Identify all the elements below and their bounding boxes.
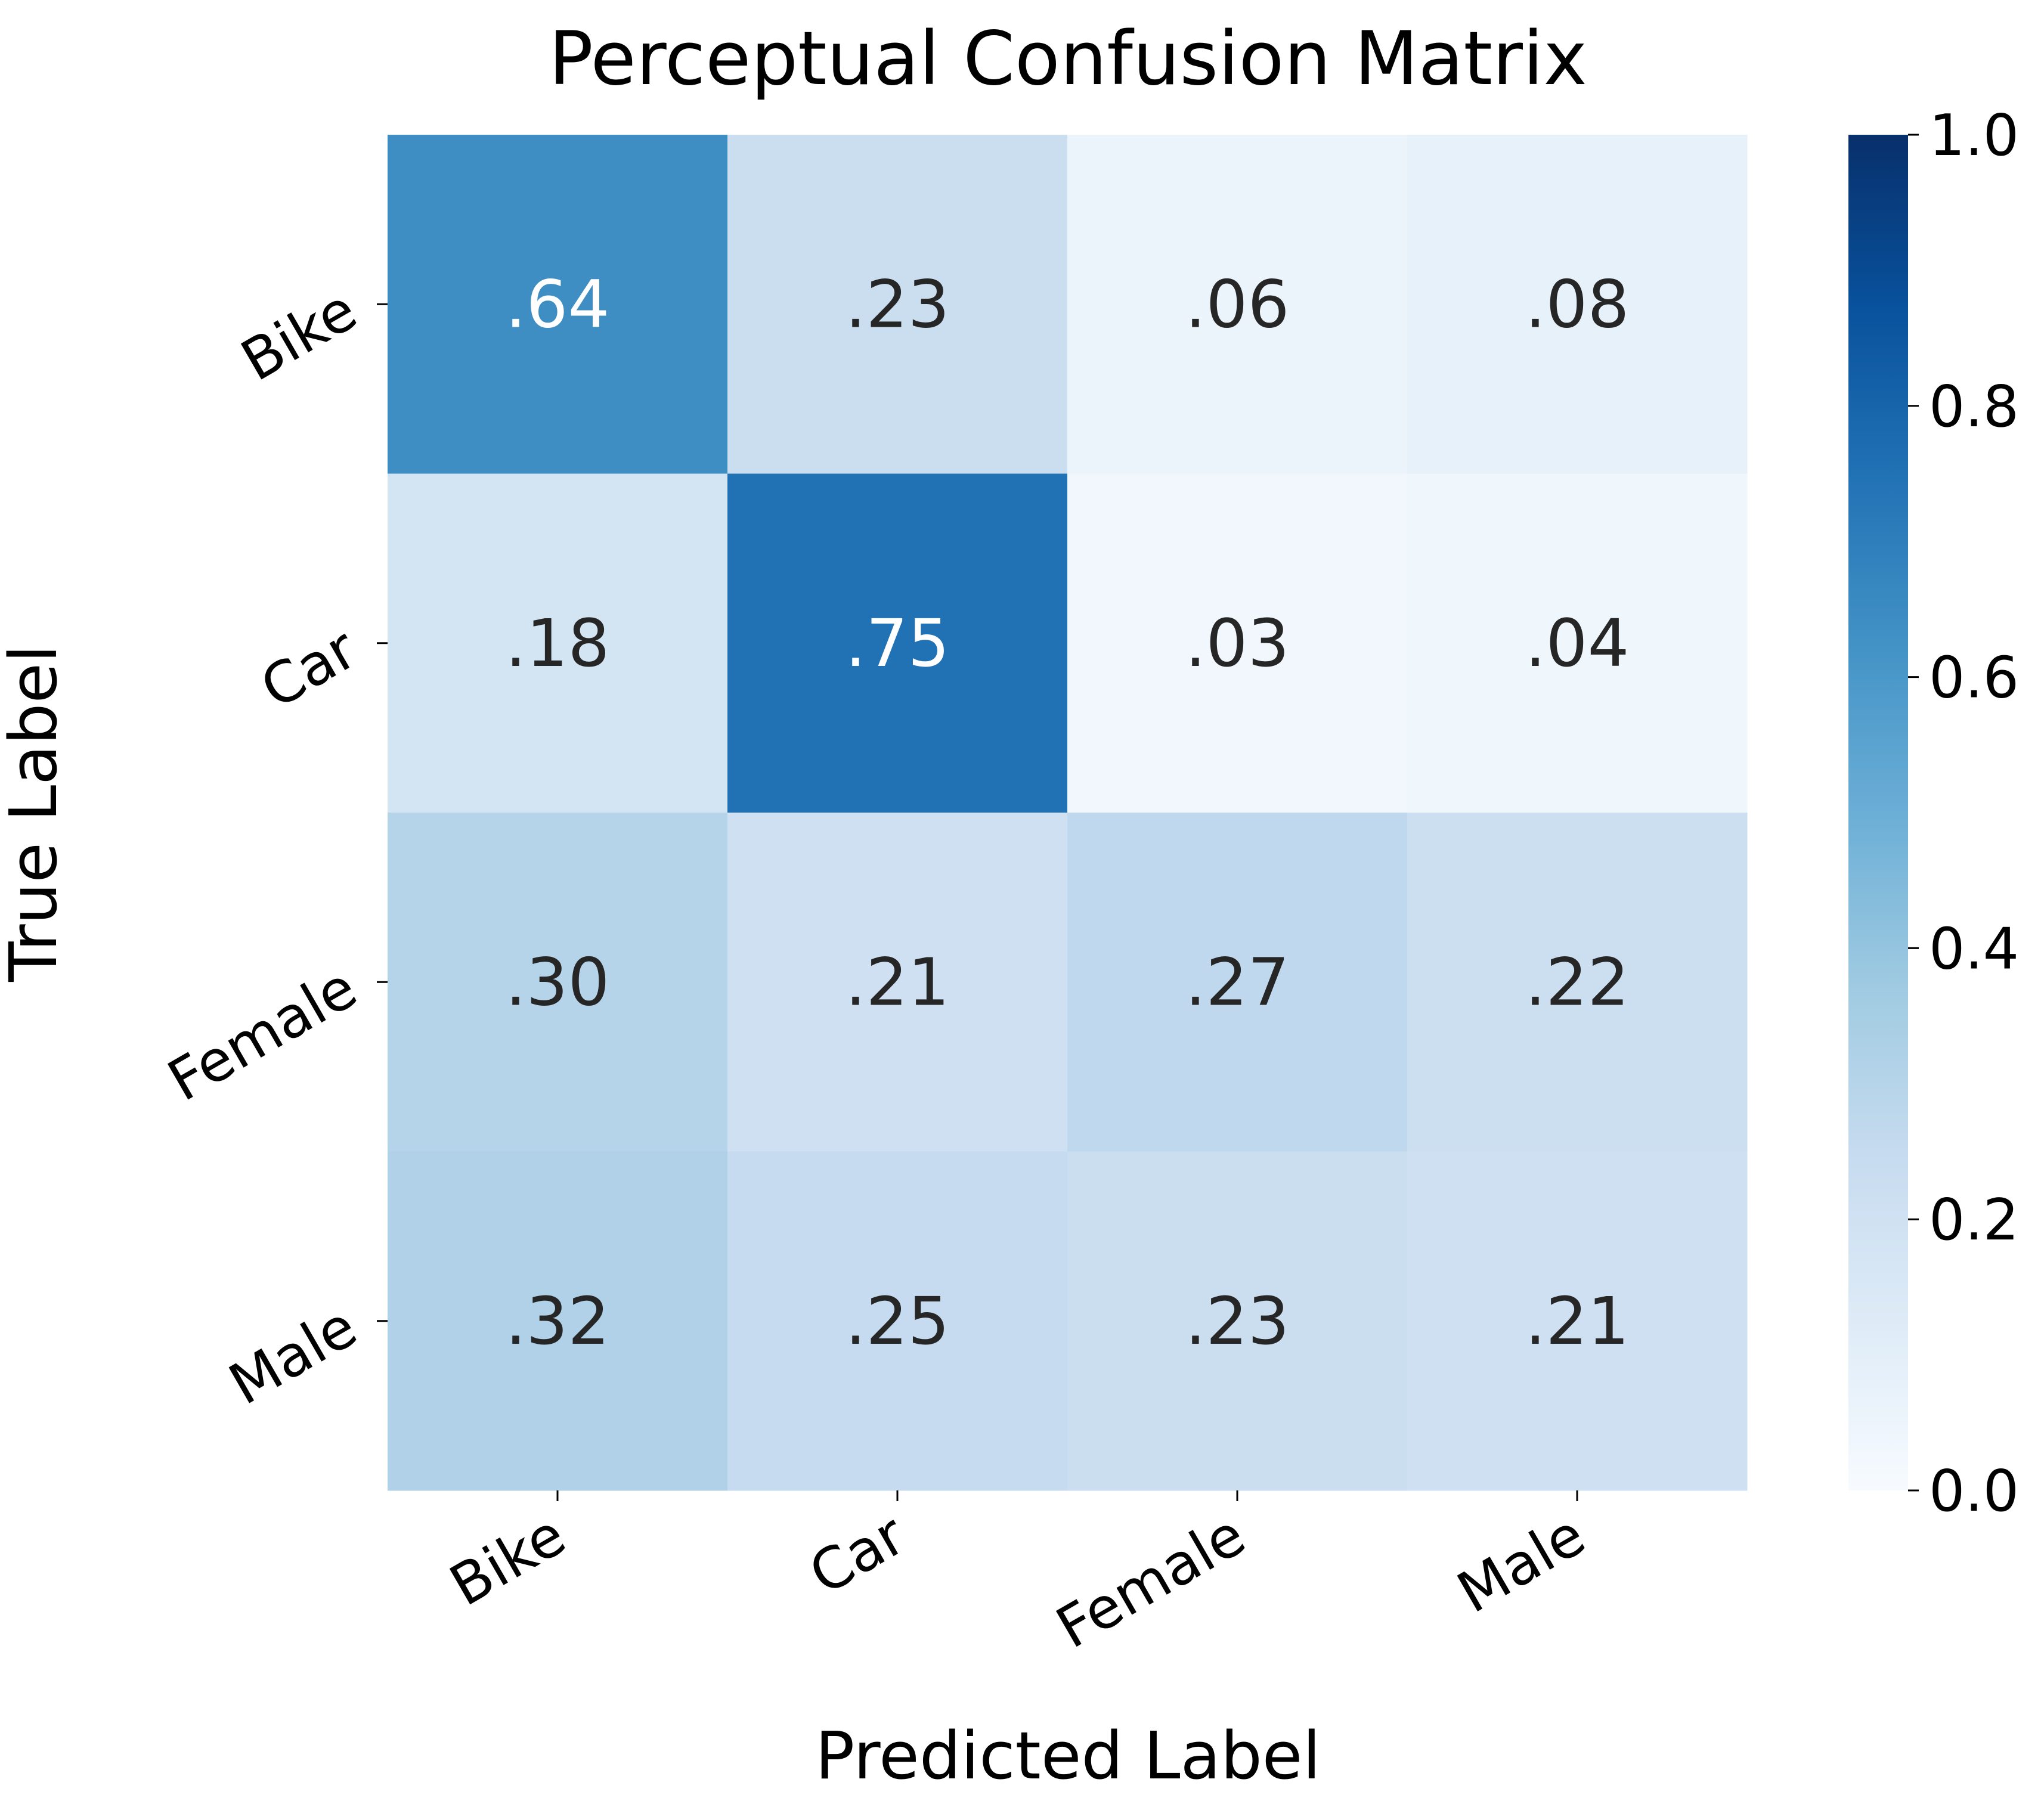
colorbar: 0.0 0.2 0.4 0.6 0.8 1.0: [1848, 103, 2019, 1524]
heatmap-cell: [388, 135, 728, 474]
heatmap-cell: [1067, 813, 1408, 1152]
cell-value-label: .04: [1525, 605, 1630, 681]
cell-value-label: .08: [1525, 266, 1630, 342]
x-tick-label: Female: [1046, 1502, 1256, 1662]
colorbar-tick-label: 0.0: [1929, 1459, 2019, 1524]
heatmap-cell: [727, 813, 1068, 1152]
y-axis-title: True Label: [0, 644, 72, 982]
chart-title: Perceptual Confusion Matrix: [549, 16, 1587, 102]
cell-value-label: .32: [506, 1283, 610, 1359]
y-tick-label: Car: [250, 616, 368, 722]
cell-value-label: .21: [846, 944, 950, 1020]
y-tick-label: Male: [219, 1294, 368, 1418]
cell-value-label: .75: [846, 605, 950, 681]
cell-value-label: .18: [506, 605, 610, 681]
cell-value-label: .21: [1525, 1283, 1630, 1359]
heatmap-cell: [388, 473, 728, 813]
cell-value-label: .64: [506, 266, 610, 342]
y-tick-label: Bike: [231, 277, 368, 394]
heatmap-cell: [1407, 813, 1748, 1152]
cell-value-label: .23: [1185, 1283, 1290, 1359]
cell-value-label: .06: [1185, 266, 1290, 342]
x-tick-label: Car: [799, 1502, 917, 1608]
colorbar-tick-label: 1.0: [1929, 103, 2019, 169]
cell-value-label: .22: [1525, 944, 1630, 1020]
x-tick-label: Male: [1447, 1502, 1596, 1626]
colorbar-tick-label: 0.8: [1929, 374, 2019, 440]
heatmap-cell: [727, 1151, 1068, 1491]
heatmap-cell: [388, 1151, 728, 1491]
colorbar-gradient: [1848, 135, 1908, 1490]
heatmap-cell: [1407, 1151, 1748, 1491]
x-axis-title: Predicted Label: [815, 1718, 1321, 1794]
heatmap-cell: [388, 813, 728, 1152]
x-tick-label: Bike: [439, 1502, 577, 1619]
y-tick-label: Female: [157, 955, 367, 1114]
heatmap-cell: [727, 473, 1068, 813]
heatmap-cell: [727, 135, 1068, 474]
cell-value-label: .25: [846, 1283, 950, 1359]
heatmap-cell: [1067, 135, 1408, 474]
cell-value-label: .23: [846, 266, 950, 342]
colorbar-tick-label: 0.4: [1929, 916, 2019, 982]
heatmap-cell: [1407, 473, 1748, 813]
heatmap-cell: [1067, 1151, 1408, 1491]
colorbar-tick-label: 0.6: [1929, 646, 2019, 711]
colorbar-tick-label: 0.2: [1929, 1188, 2019, 1253]
cell-value-label: .03: [1185, 605, 1290, 681]
heatmap-cells: .64 .23 .06 .08 .18 .75 .03 .04 .30 .21 .27 .22 .32.…: [388, 135, 1748, 1491]
cell-value-label: .27: [1185, 944, 1290, 1020]
cell-value-label: .30: [506, 944, 610, 1020]
heatmap-cell: [1067, 473, 1408, 813]
heatmap-cell: [1407, 135, 1748, 474]
